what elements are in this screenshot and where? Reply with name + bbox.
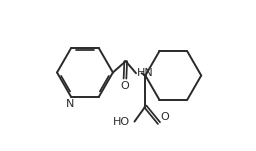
Text: HN: HN	[137, 68, 154, 78]
Text: O: O	[160, 112, 169, 122]
Text: N: N	[66, 99, 74, 109]
Text: O: O	[121, 81, 129, 91]
Text: HO: HO	[113, 117, 130, 127]
